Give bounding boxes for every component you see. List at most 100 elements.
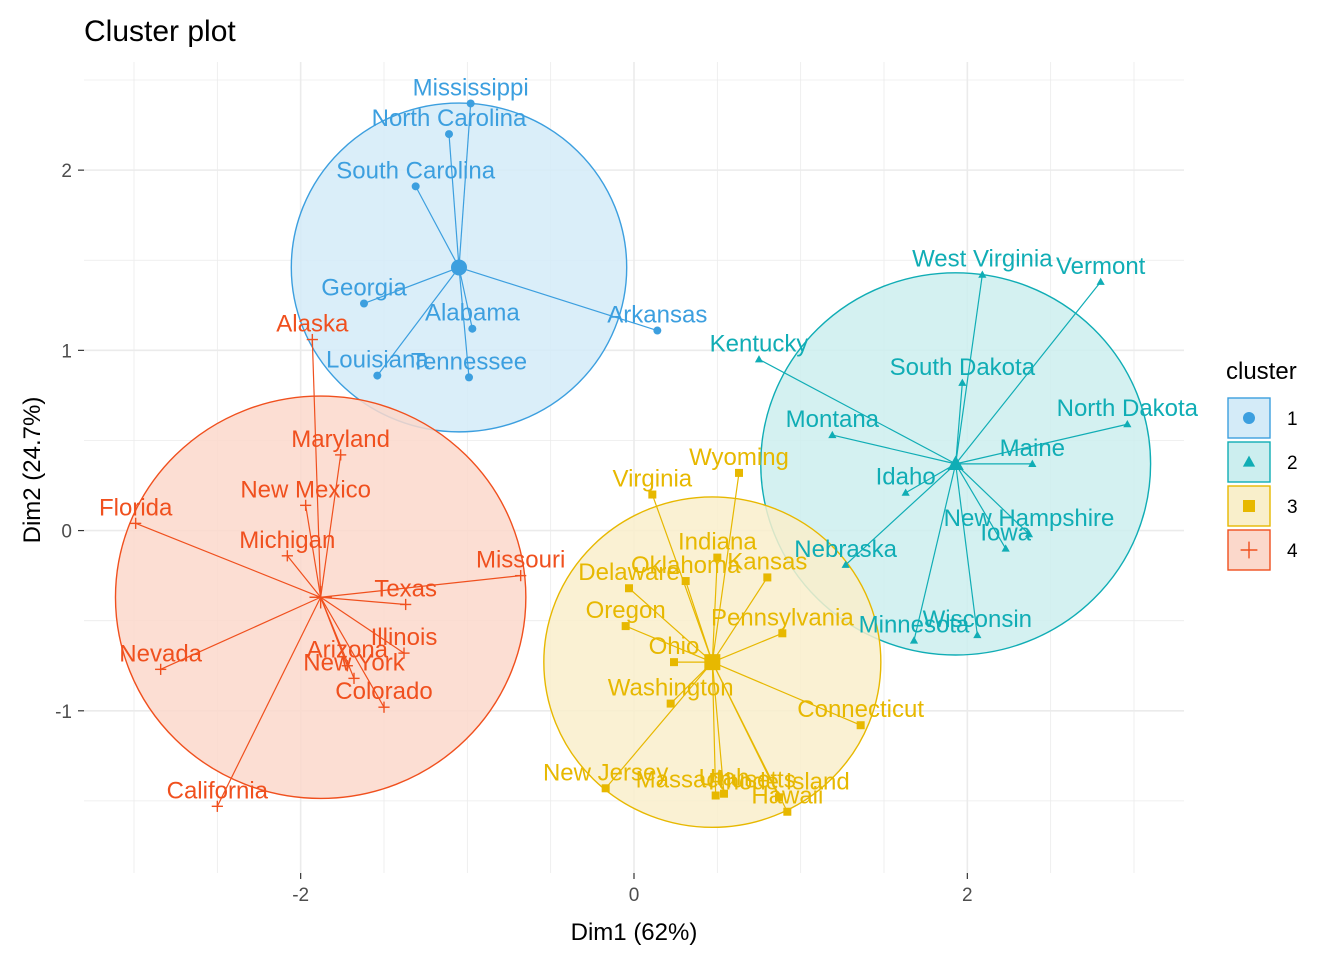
point-label: South Dakota <box>890 354 1036 381</box>
point-label: Maryland <box>291 426 390 453</box>
legend-label: 3 <box>1287 497 1298 518</box>
spoke-2 <box>832 434 956 465</box>
point-label: Oregon <box>586 597 666 624</box>
point-label: Louisiana <box>326 347 429 374</box>
point-label: South Carolina <box>336 157 495 184</box>
x-axis-title: Dim1 (62%) <box>571 919 698 946</box>
point-label: Oklahoma <box>631 552 741 579</box>
point-marker <box>670 658 678 667</box>
y-axis-title: Dim2 (24.7%) <box>19 397 46 544</box>
point-marker <box>713 553 722 562</box>
point-label: Mississippi <box>413 74 529 101</box>
point-marker <box>778 629 787 638</box>
legend-item-1: 1 <box>1227 397 1298 439</box>
point-marker <box>341 660 353 672</box>
point-marker <box>720 789 728 798</box>
point-marker <box>909 636 919 644</box>
spoke-3 <box>625 625 713 663</box>
spoke-4 <box>135 522 321 598</box>
point-marker <box>711 791 720 800</box>
spoke-2 <box>758 358 956 465</box>
point-marker <box>300 499 312 511</box>
spoke-3 <box>712 632 783 663</box>
point-marker <box>211 800 223 812</box>
y-tick-label: 1 <box>61 341 72 362</box>
legend-item-3: 3 <box>1227 485 1298 527</box>
point-marker <box>901 488 910 496</box>
point-label: Georgia <box>321 274 407 301</box>
point-marker <box>155 663 167 675</box>
x-tick-label: 0 <box>629 885 640 906</box>
point-marker <box>130 517 142 529</box>
spoke-2 <box>955 382 963 464</box>
spoke-1 <box>458 267 470 378</box>
spoke-3 <box>712 661 861 726</box>
point-marker <box>378 701 390 713</box>
point-label: Alaska <box>276 311 349 338</box>
point-label: Iowa <box>980 520 1031 547</box>
legend-marker <box>1240 541 1258 559</box>
point-marker <box>468 324 477 333</box>
spoke-3 <box>711 662 717 796</box>
point-label: Arkansas <box>607 302 707 329</box>
point-label: Minnesota <box>859 612 970 639</box>
point-marker <box>335 449 347 461</box>
spoke-4 <box>160 596 321 670</box>
spoke-3 <box>685 580 713 663</box>
x-tick-label: -2 <box>292 885 309 906</box>
spoke-1 <box>458 267 473 329</box>
y-tick-label: -1 <box>55 702 72 723</box>
point-label: Massachusetts <box>636 767 796 794</box>
point-label: Colorado <box>335 678 432 705</box>
spoke-3 <box>605 661 713 789</box>
point-marker <box>653 326 662 335</box>
point-marker <box>1028 459 1037 467</box>
point-marker <box>601 784 610 793</box>
point-label: Florida <box>99 494 173 521</box>
spoke-2 <box>955 274 983 464</box>
y-tick-label: 2 <box>61 161 72 182</box>
x-tick-label: 2 <box>962 885 973 906</box>
point-marker <box>1024 529 1034 538</box>
point-marker <box>1096 277 1105 285</box>
point-marker <box>783 807 792 816</box>
point-label: Nevada <box>119 640 202 667</box>
spoke-1 <box>376 267 460 376</box>
point-marker <box>1123 420 1132 428</box>
spoke-3 <box>628 587 713 663</box>
spoke-4 <box>216 596 322 807</box>
point-label: Wyoming <box>689 444 789 471</box>
point-label: Texas <box>374 575 437 602</box>
point-labels: Mississippi North Carolina South Carolina G… <box>99 74 1199 809</box>
data-points <box>130 99 1132 816</box>
legend-label: 4 <box>1287 541 1298 562</box>
point-label: Ohio <box>649 633 700 660</box>
point-marker <box>841 560 850 568</box>
point-marker <box>828 430 837 439</box>
point-marker <box>681 577 690 586</box>
point-marker <box>348 672 360 684</box>
point-label: New Mexico <box>240 476 371 503</box>
point-marker <box>763 573 772 582</box>
point-label: California <box>167 777 269 804</box>
spoke-4 <box>320 454 342 598</box>
point-label: Missouri <box>476 547 565 574</box>
point-label: Vermont <box>1056 253 1146 280</box>
point-marker <box>360 299 368 308</box>
spoke-2 <box>913 463 957 641</box>
point-label: Washington <box>608 675 734 702</box>
point-label: New Jersey <box>543 759 668 786</box>
spoke-2 <box>955 463 1007 549</box>
spoke-4 <box>311 339 322 598</box>
point-label: Virginia <box>613 466 693 493</box>
point-marker <box>445 130 453 139</box>
chart-title: Cluster plot <box>84 15 236 48</box>
axes: -2 0 2 -1 0 1 2 <box>55 161 973 906</box>
point-marker <box>735 468 743 477</box>
legend-marker <box>1243 500 1255 512</box>
point-marker <box>398 647 410 659</box>
legend-marker <box>1243 412 1255 424</box>
point-marker <box>621 622 630 631</box>
spoke-4 <box>286 555 322 598</box>
point-label: Indiana <box>678 529 757 556</box>
